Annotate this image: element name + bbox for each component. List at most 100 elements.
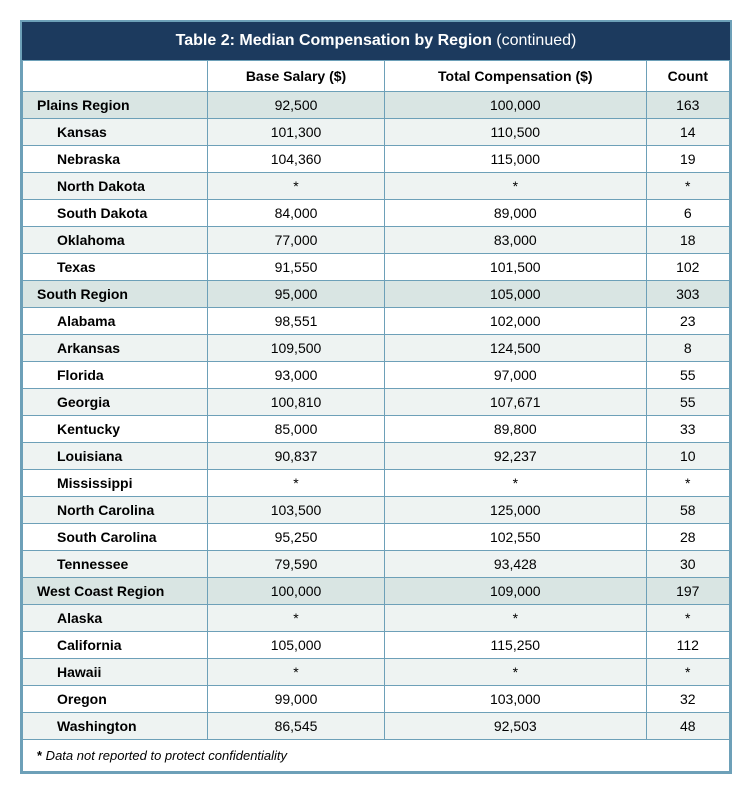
table-row: Tennessee79,59093,42830 bbox=[23, 551, 730, 578]
cell-total-compensation: * bbox=[385, 659, 647, 686]
compensation-table-wrap: Table 2: Median Compensation by Region (… bbox=[20, 20, 732, 774]
table-header: Base Salary ($) Total Compensation ($) C… bbox=[23, 61, 730, 92]
row-label: Plains Region bbox=[23, 92, 208, 119]
table-row: Texas91,550101,500102 bbox=[23, 254, 730, 281]
cell-base-salary: 101,300 bbox=[208, 119, 385, 146]
table-row: California105,000115,250112 bbox=[23, 632, 730, 659]
cell-base-salary: 85,000 bbox=[208, 416, 385, 443]
cell-base-salary: 77,000 bbox=[208, 227, 385, 254]
cell-total-compensation: 100,000 bbox=[385, 92, 647, 119]
cell-base-salary: 104,360 bbox=[208, 146, 385, 173]
cell-count: 10 bbox=[646, 443, 729, 470]
cell-count: 19 bbox=[646, 146, 729, 173]
cell-base-salary: 91,550 bbox=[208, 254, 385, 281]
row-label: North Carolina bbox=[23, 497, 208, 524]
cell-base-salary: * bbox=[208, 470, 385, 497]
cell-count: 32 bbox=[646, 686, 729, 713]
cell-count: * bbox=[646, 659, 729, 686]
row-label: Louisiana bbox=[23, 443, 208, 470]
cell-count: * bbox=[646, 173, 729, 200]
table-footnote: * Data not reported to protect confident… bbox=[23, 740, 730, 772]
cell-base-salary: 109,500 bbox=[208, 335, 385, 362]
cell-total-compensation: 89,800 bbox=[385, 416, 647, 443]
cell-base-salary: 86,545 bbox=[208, 713, 385, 740]
row-label: Arkansas bbox=[23, 335, 208, 362]
cell-count: 6 bbox=[646, 200, 729, 227]
cell-base-salary: 90,837 bbox=[208, 443, 385, 470]
table-row: Kansas101,300110,50014 bbox=[23, 119, 730, 146]
col-header-empty bbox=[23, 61, 208, 92]
footnote-text: Data not reported to protect confidentia… bbox=[42, 748, 287, 763]
table-row: North Carolina103,500125,00058 bbox=[23, 497, 730, 524]
cell-count: 55 bbox=[646, 389, 729, 416]
table-row: Plains Region92,500100,000163 bbox=[23, 92, 730, 119]
cell-total-compensation: 110,500 bbox=[385, 119, 647, 146]
col-header-count: Count bbox=[646, 61, 729, 92]
cell-total-compensation: 105,000 bbox=[385, 281, 647, 308]
cell-base-salary: 95,250 bbox=[208, 524, 385, 551]
cell-base-salary: 95,000 bbox=[208, 281, 385, 308]
cell-base-salary: * bbox=[208, 605, 385, 632]
cell-total-compensation: 124,500 bbox=[385, 335, 647, 362]
row-label: North Dakota bbox=[23, 173, 208, 200]
table-row: Hawaii*** bbox=[23, 659, 730, 686]
cell-base-salary: 99,000 bbox=[208, 686, 385, 713]
cell-total-compensation: 103,000 bbox=[385, 686, 647, 713]
cell-base-salary: 98,551 bbox=[208, 308, 385, 335]
cell-total-compensation: 101,500 bbox=[385, 254, 647, 281]
cell-base-salary: 100,000 bbox=[208, 578, 385, 605]
cell-total-compensation: 115,000 bbox=[385, 146, 647, 173]
compensation-table: Base Salary ($) Total Compensation ($) C… bbox=[22, 60, 730, 772]
row-label: Hawaii bbox=[23, 659, 208, 686]
cell-count: * bbox=[646, 470, 729, 497]
row-label: Oregon bbox=[23, 686, 208, 713]
table-row: Georgia100,810107,67155 bbox=[23, 389, 730, 416]
cell-count: * bbox=[646, 605, 729, 632]
table-footnote-row: * Data not reported to protect confident… bbox=[23, 740, 730, 772]
cell-total-compensation: 97,000 bbox=[385, 362, 647, 389]
cell-count: 23 bbox=[646, 308, 729, 335]
table-title-bar: Table 2: Median Compensation by Region (… bbox=[22, 22, 730, 60]
row-label: Tennessee bbox=[23, 551, 208, 578]
row-label: South Region bbox=[23, 281, 208, 308]
cell-base-salary: 79,590 bbox=[208, 551, 385, 578]
table-row: South Dakota84,00089,0006 bbox=[23, 200, 730, 227]
cell-total-compensation: 102,000 bbox=[385, 308, 647, 335]
cell-count: 58 bbox=[646, 497, 729, 524]
cell-count: 8 bbox=[646, 335, 729, 362]
cell-total-compensation: * bbox=[385, 173, 647, 200]
cell-total-compensation: 92,237 bbox=[385, 443, 647, 470]
cell-total-compensation: 109,000 bbox=[385, 578, 647, 605]
row-label: Washington bbox=[23, 713, 208, 740]
row-label: South Carolina bbox=[23, 524, 208, 551]
cell-total-compensation: 83,000 bbox=[385, 227, 647, 254]
table-row: Alabama98,551102,00023 bbox=[23, 308, 730, 335]
cell-base-salary: 84,000 bbox=[208, 200, 385, 227]
row-label: California bbox=[23, 632, 208, 659]
cell-count: 197 bbox=[646, 578, 729, 605]
row-label: Nebraska bbox=[23, 146, 208, 173]
cell-base-salary: * bbox=[208, 659, 385, 686]
cell-count: 28 bbox=[646, 524, 729, 551]
table-row: Kentucky85,00089,80033 bbox=[23, 416, 730, 443]
row-label: Georgia bbox=[23, 389, 208, 416]
table-title-continued: (continued) bbox=[492, 32, 577, 49]
row-label: South Dakota bbox=[23, 200, 208, 227]
row-label: Texas bbox=[23, 254, 208, 281]
cell-base-salary: 105,000 bbox=[208, 632, 385, 659]
cell-count: 14 bbox=[646, 119, 729, 146]
table-row: Washington86,54592,50348 bbox=[23, 713, 730, 740]
cell-total-compensation: 125,000 bbox=[385, 497, 647, 524]
cell-count: 102 bbox=[646, 254, 729, 281]
col-header-base-salary: Base Salary ($) bbox=[208, 61, 385, 92]
table-row: Nebraska104,360115,00019 bbox=[23, 146, 730, 173]
cell-base-salary: 92,500 bbox=[208, 92, 385, 119]
cell-total-compensation: 92,503 bbox=[385, 713, 647, 740]
table-row: Oregon99,000103,00032 bbox=[23, 686, 730, 713]
table-row: Oklahoma77,00083,00018 bbox=[23, 227, 730, 254]
cell-total-compensation: 89,000 bbox=[385, 200, 647, 227]
cell-count: 112 bbox=[646, 632, 729, 659]
cell-total-compensation: 107,671 bbox=[385, 389, 647, 416]
row-label: Mississippi bbox=[23, 470, 208, 497]
cell-total-compensation: * bbox=[385, 605, 647, 632]
